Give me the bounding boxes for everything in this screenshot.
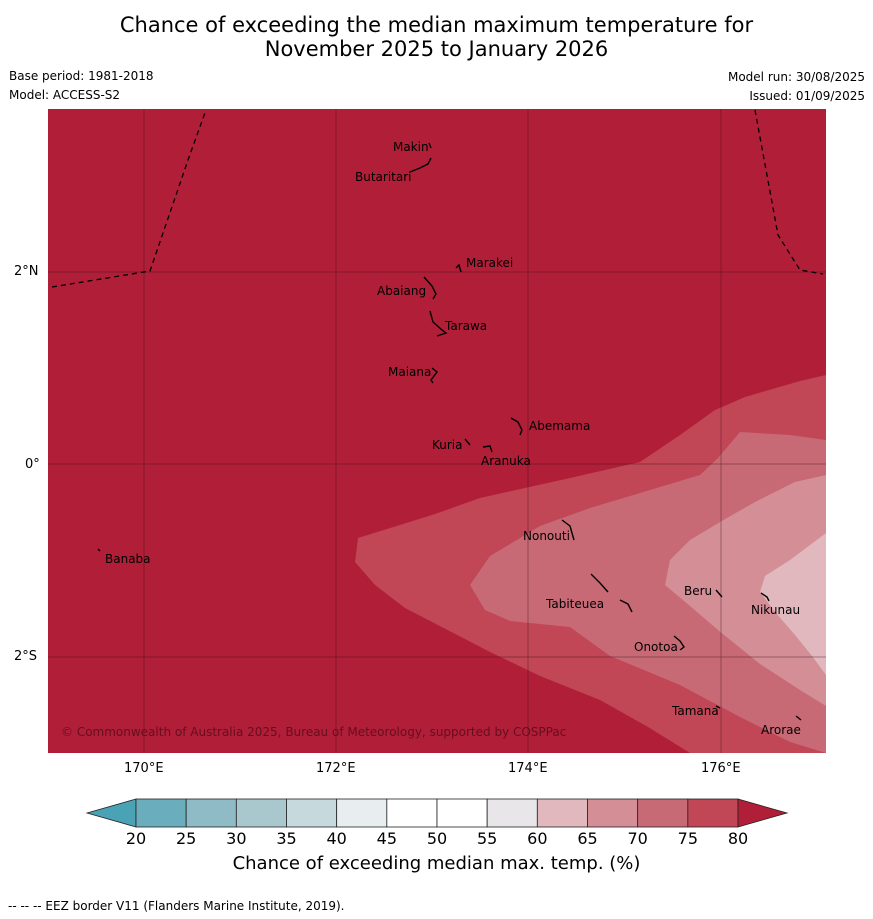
colorbar-segment — [687, 798, 739, 828]
colorbar-segment — [436, 798, 488, 828]
place-label: Arorae — [761, 723, 801, 737]
model-run: Model run: 30/08/2025 — [727, 70, 865, 84]
place-label: Tarawa — [444, 319, 487, 333]
place-label: Makin — [393, 140, 429, 154]
place-label: Nonouti — [523, 529, 570, 543]
colorbar-over-arrow — [737, 798, 789, 828]
place-label: Aranuka — [481, 454, 531, 468]
island-labels: Makin Butaritari Marakei Abaiang Tarawa … — [105, 140, 801, 737]
place-label: Kuria — [432, 438, 463, 452]
place-label: Onotoa — [634, 640, 678, 654]
place-label: Tabiteuea — [545, 597, 604, 611]
colorbar-tick-label: 80 — [727, 829, 749, 848]
colorbar-segment — [486, 798, 538, 828]
place-label: Abaiang — [377, 284, 426, 298]
y-tick-2s: 2°S — [14, 649, 38, 664]
colorbar-tick-label: 60 — [527, 829, 548, 848]
place-label: Nikunau — [751, 603, 800, 617]
colorbar-tick-label: 50 — [426, 829, 448, 848]
colorbar-segment — [637, 798, 689, 828]
issued-date: Issued: 01/09/2025 — [749, 89, 865, 103]
place-label: Banaba — [105, 552, 151, 566]
colorbar-tick-label: 40 — [326, 829, 347, 848]
chart-title-line-1: Chance of exceeding the median maximum t… — [119, 13, 754, 37]
colorbar-tick-label: 65 — [577, 829, 598, 848]
contour-60-65 — [760, 533, 826, 675]
y-tick-0: 0° — [25, 457, 40, 472]
footer-note: -- -- -- EEZ border V11 (Flanders Marine… — [8, 899, 345, 913]
island-outlines — [97, 142, 802, 721]
x-tick-174e: 174°E — [508, 761, 548, 776]
colorbar-tick-label: 35 — [276, 829, 297, 848]
model-name: Model: ACCESS-S2 — [9, 88, 121, 102]
x-tick-170e: 170°E — [124, 761, 164, 776]
colorbar-segment — [185, 798, 237, 828]
colorbar-tick-label: 70 — [627, 829, 648, 848]
gridlines — [48, 109, 826, 753]
colorbar-tick-label: 45 — [376, 829, 397, 848]
colorbar-segment — [286, 798, 338, 828]
y-tick-2n: 2°N — [14, 264, 39, 279]
place-label: Maiana — [388, 365, 431, 379]
colorbar-segment — [336, 798, 388, 828]
place-label: Marakei — [466, 256, 513, 270]
colorbar-tick-label: 75 — [677, 829, 698, 848]
colorbar-tick-label: 55 — [476, 829, 498, 848]
colorbar — [85, 798, 789, 828]
place-label: Beru — [684, 584, 712, 598]
chart-title-line-2: November 2025 to January 2026 — [264, 37, 609, 61]
colorbar-segment — [587, 798, 639, 828]
base-period: Base period: 1981-2018 — [9, 69, 154, 83]
colorbar-title: Chance of exceeding median max. temp. (%… — [232, 853, 641, 874]
place-label: Abemama — [529, 419, 590, 433]
x-tick-176e: 176°E — [701, 761, 741, 776]
colorbar-tick-label: 25 — [175, 829, 197, 848]
copyright-notice: © Commonwealth of Australia 2025, Bureau… — [61, 725, 566, 739]
contour-65-70 — [665, 475, 826, 706]
place-label: Tamana — [671, 704, 719, 718]
eez-borders — [51, 109, 824, 288]
colorbar-tick-label: 20 — [125, 829, 147, 848]
contour-70-75 — [470, 432, 826, 753]
place-label: Butaritari — [355, 170, 412, 184]
x-tick-172e: 172°E — [316, 761, 356, 776]
colorbar-segment — [235, 798, 287, 828]
colorbar-segment — [135, 798, 187, 828]
colorbar-segment — [386, 798, 438, 828]
colorbar-tick-label: 30 — [226, 829, 247, 848]
colorbar-segment — [536, 798, 588, 828]
colorbar-under-arrow — [85, 798, 137, 828]
